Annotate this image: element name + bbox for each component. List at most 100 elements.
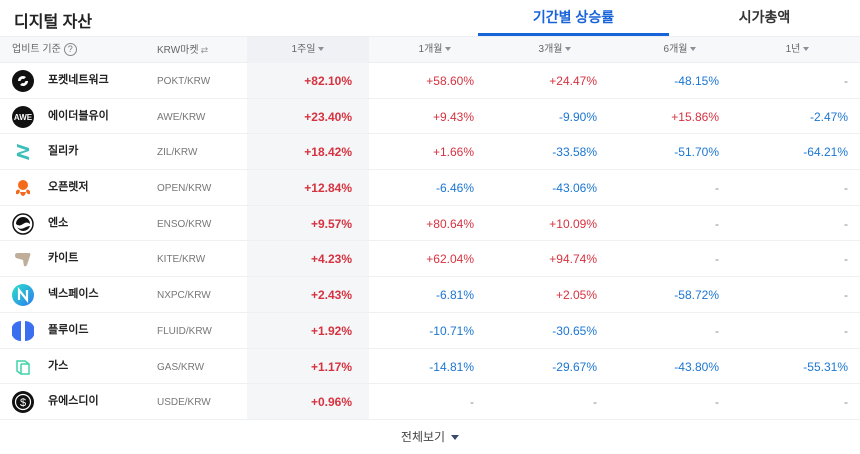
coin-name: 에이더블유이: [48, 109, 109, 122]
month6-change: -: [715, 395, 719, 410]
sort-caret-icon: [445, 46, 452, 51]
year1-change: -64.21%: [803, 145, 848, 160]
week-change: +18.42%: [304, 145, 352, 160]
month1-change: -6.81%: [435, 288, 474, 303]
month3-change: -43.06%: [552, 181, 597, 196]
week-change: +9.57%: [310, 216, 352, 231]
table-row[interactable]: $ 유에스디이 USDE/KRW +0.96% - - - -: [0, 384, 860, 420]
month1-change: +1.66%: [432, 145, 474, 160]
month6-change: -: [715, 216, 719, 231]
month3-change: -33.58%: [552, 145, 597, 160]
coin-name: 가스: [48, 359, 69, 372]
coin-market: KITE/KRW: [157, 254, 206, 266]
year1-change: -: [844, 216, 848, 231]
month3-change: -9.90%: [558, 109, 597, 124]
week-change: +2.43%: [310, 288, 352, 303]
table-row[interactable]: AWE 에이더블유이 AWE/KRW +23.40% +9.43% -9.90%…: [0, 99, 860, 135]
coin-market: NXPC/KRW: [157, 290, 211, 302]
coin-market: FLUID/KRW: [157, 325, 212, 337]
pokt-logo-icon: [12, 70, 34, 92]
table-row[interactable]: 플루이드 FLUID/KRW +1.92% -10.71% -30.65% - …: [0, 313, 860, 349]
month6-label: 6개월: [663, 44, 688, 55]
year1-header[interactable]: 1년: [735, 37, 860, 63]
month6-change: -48.15%: [674, 74, 719, 88]
view-all-button[interactable]: 전체보기: [0, 420, 860, 454]
asset-table-body: 포켓네트워크 POKT/KRW +82.10% +58.60% +24.47% …: [0, 63, 860, 420]
year1-change: -: [844, 323, 848, 338]
fluid-logo-icon: [12, 320, 34, 342]
month6-change: -58.72%: [674, 288, 719, 303]
week-change: +0.96%: [310, 395, 352, 410]
month1-change: -: [470, 395, 474, 410]
year1-label: 1년: [785, 44, 801, 55]
active-tab-indicator: [478, 33, 669, 36]
month6-change: -: [715, 252, 719, 267]
month6-change: +15.86%: [671, 109, 719, 124]
table-row[interactable]: 포켓네트워크 POKT/KRW +82.10% +58.60% +24.47% …: [0, 63, 860, 99]
market-label: KRW마켓: [157, 45, 199, 56]
month3-change: -: [593, 395, 597, 410]
table-row[interactable]: 오픈렛저 OPEN/KRW +12.84% -6.46% -43.06% - -: [0, 170, 860, 206]
year1-change: -2.47%: [809, 109, 848, 124]
coin-name: 플루이드: [48, 323, 89, 336]
enso-logo-icon: [12, 213, 34, 235]
month3-change: -30.65%: [552, 323, 597, 338]
month1-header[interactable]: 1개월: [370, 37, 500, 63]
page-title: 디지털 자산: [14, 14, 93, 31]
market-header[interactable]: KRW마켓 ⇄: [157, 37, 208, 63]
month1-change: -10.71%: [429, 323, 474, 338]
tab-period-gain[interactable]: 기간별 상승률: [532, 9, 615, 25]
week-change: +23.40%: [304, 109, 352, 124]
month3-change: +2.05%: [555, 288, 597, 303]
tab-market-cap[interactable]: 시가총액: [738, 9, 791, 25]
month3-change: +10.09%: [549, 216, 597, 231]
month1-change: +9.43%: [432, 109, 474, 124]
month1-change: +58.60%: [426, 74, 474, 88]
month1-label: 1개월: [418, 44, 443, 55]
table-row[interactable]: 질리카 ZIL/KRW +18.42% +1.66% -33.58% -51.7…: [0, 134, 860, 171]
chevron-down-icon: [451, 434, 460, 440]
year1-change: -: [844, 395, 848, 410]
view-all-label: 전체보기: [400, 430, 446, 444]
year1-change: -55.31%: [803, 359, 848, 374]
table-row[interactable]: 넥스페이스 NXPC/KRW +2.43% -6.81% +2.05% -58.…: [0, 277, 860, 313]
svg-text:AWE: AWE: [14, 113, 33, 122]
coin-market: GAS/KRW: [157, 361, 205, 373]
coin-market: POKT/KRW: [157, 76, 211, 87]
coin-market: OPEN/KRW: [157, 183, 212, 195]
help-icon[interactable]: ?: [63, 42, 77, 56]
table-row[interactable]: 카이트 KITE/KRW +4.23% +62.04% +94.74% - -: [0, 241, 860, 278]
gas-logo-icon: [12, 356, 34, 378]
table-row[interactable]: 엔소 ENSO/KRW +9.57% +80.64% +10.09% - -: [0, 206, 860, 242]
month6-header[interactable]: 6개월: [615, 37, 745, 63]
month3-label: 3개월: [538, 44, 563, 55]
coin-name: 오픈렛저: [48, 181, 89, 194]
top-bar: 디지털 자산 기간별 상승률 시가총액: [0, 0, 860, 36]
table-header: 업비트 기준? KRW마켓 ⇄ 1주일 1개월 3개월 6개월 1년: [0, 36, 860, 63]
week-header[interactable]: 1주일: [247, 37, 369, 63]
nxpc-logo-icon: [12, 284, 34, 307]
week-change: +4.23%: [310, 252, 352, 267]
sort-caret-icon: [690, 46, 697, 51]
month3-change: -29.67%: [552, 359, 597, 374]
month1-change: +80.64%: [426, 216, 474, 231]
sort-caret-icon: [565, 46, 572, 51]
awe-logo-icon: AWE: [12, 105, 34, 128]
month6-change: -43.80%: [674, 359, 719, 374]
month3-change: +94.74%: [549, 252, 597, 267]
swap-icon: ⇄: [200, 45, 209, 55]
week-change: +82.10%: [304, 74, 352, 88]
svg-text:$: $: [20, 397, 26, 409]
month3-change: +24.47%: [549, 74, 597, 88]
month3-header[interactable]: 3개월: [490, 37, 620, 63]
coin-name: 질리카: [48, 145, 79, 158]
coin-market: ZIL/KRW: [157, 147, 198, 159]
month6-change: -: [715, 181, 719, 196]
month1-change: -6.46%: [435, 181, 474, 196]
basis-header: 업비트 기준?: [12, 37, 77, 63]
week-change: +12.84%: [304, 181, 352, 196]
table-row[interactable]: 가스 GAS/KRW +1.17% -14.81% -29.67% -43.80…: [0, 349, 860, 385]
year1-change: -: [844, 288, 848, 303]
sort-caret-icon: [803, 46, 810, 51]
coin-name: 넥스페이스: [48, 288, 99, 301]
